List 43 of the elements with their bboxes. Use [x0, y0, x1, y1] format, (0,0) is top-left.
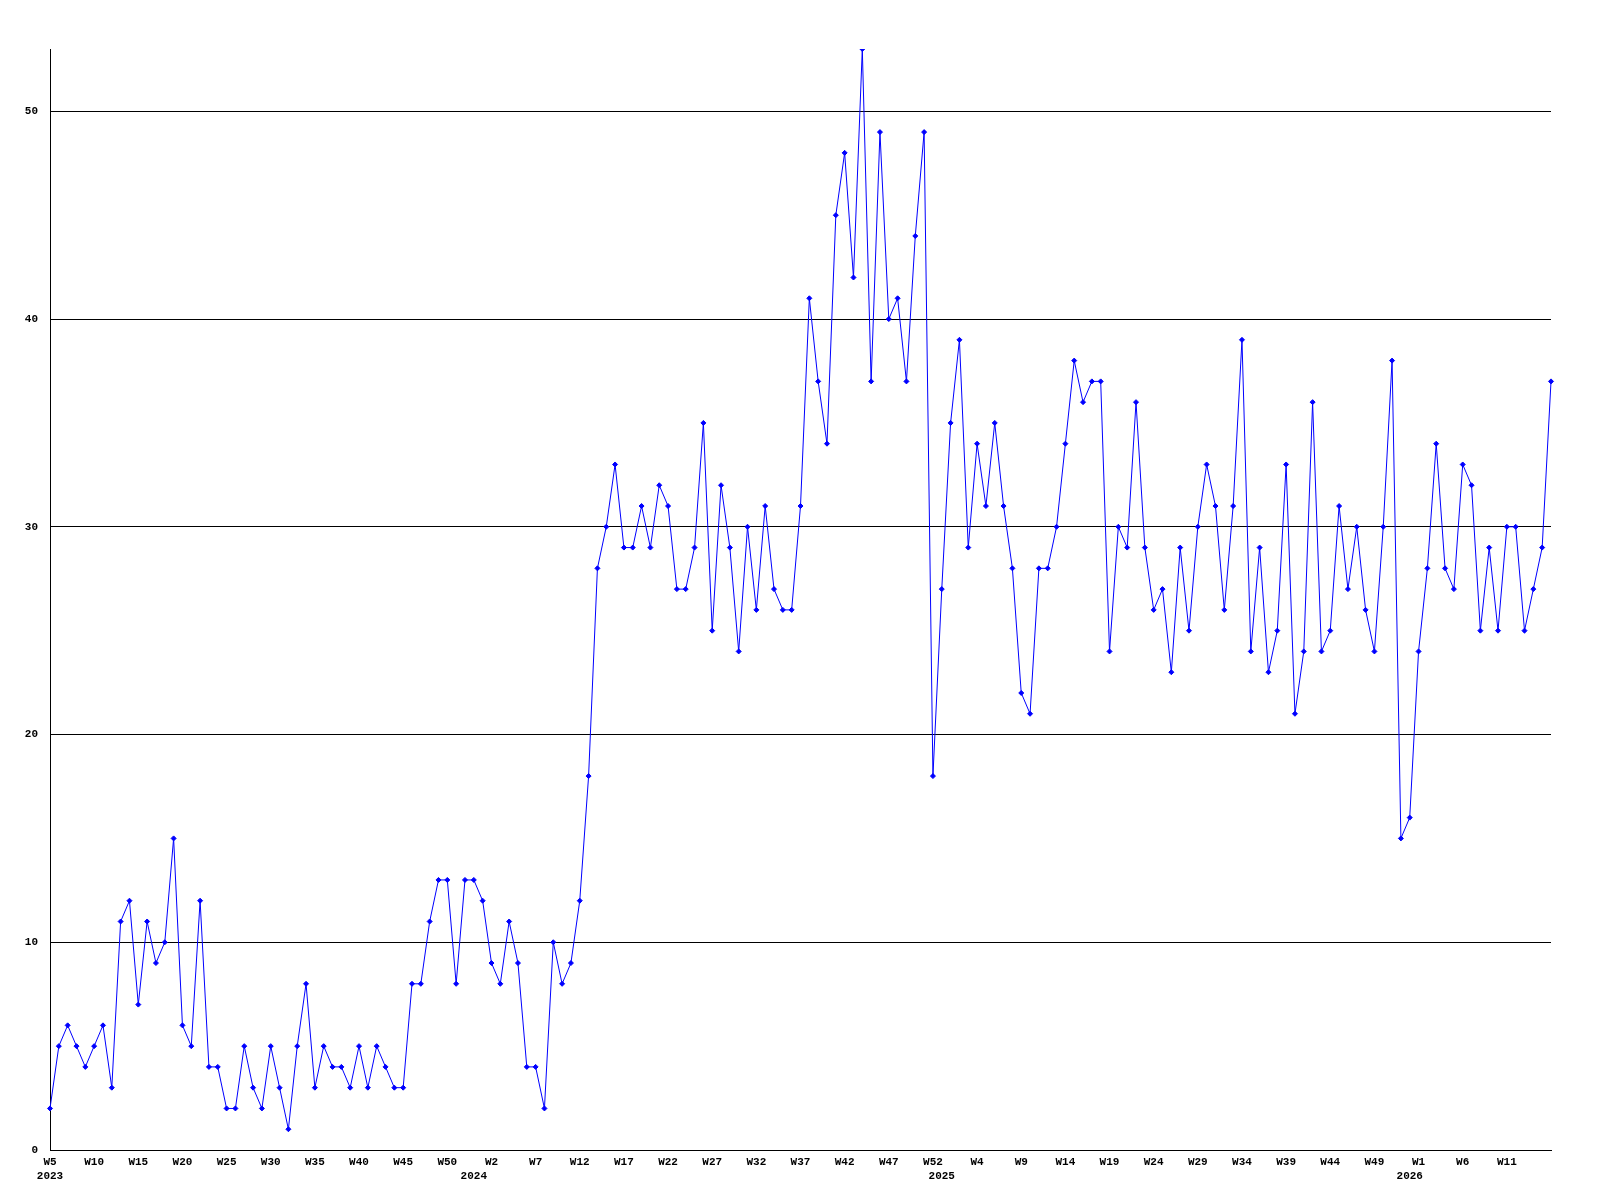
x-tick-label: W7	[529, 1156, 543, 1169]
x-tick-label: W14	[1055, 1156, 1076, 1169]
x-tick-label: W50	[437, 1156, 458, 1169]
x-tick-label: W5 2023	[36, 1156, 64, 1182]
x-tick-label: W15	[128, 1156, 149, 1169]
x-tick-label: W2	[484, 1156, 499, 1169]
x-tick-label: W20	[172, 1156, 193, 1169]
x-tick-label: W19	[1099, 1156, 1120, 1169]
x-tick-label: W40	[349, 1156, 369, 1169]
x-tick-label: W34	[1232, 1156, 1253, 1169]
x-tick-label: W22	[658, 1156, 678, 1169]
y-tick-label: 40	[24, 312, 38, 325]
x-tick-label: 2026	[1396, 1169, 1423, 1182]
x-tick-label: W29	[1187, 1156, 1208, 1169]
x-tick-label: W12	[569, 1156, 590, 1169]
x-tick-label: W39	[1276, 1156, 1297, 1169]
x-tick-label: W10	[84, 1156, 105, 1169]
x-tick-label: W24	[1143, 1156, 1164, 1169]
x-tick-label: W6	[1456, 1156, 1470, 1169]
x-tick-label: 2024	[460, 1169, 488, 1182]
x-tick-label: W32	[746, 1156, 767, 1169]
x-tick-label: W27	[702, 1156, 723, 1169]
y-tick-label: 20	[24, 728, 38, 741]
x-tick-label: W11	[1496, 1156, 1518, 1169]
x-tick-label: W30	[260, 1156, 281, 1169]
x-tick-label: W52	[923, 1156, 943, 1169]
x-tick-label: W25	[216, 1156, 237, 1169]
x-tick-label: W42	[834, 1156, 855, 1169]
x-tick-label: W37	[790, 1156, 811, 1169]
x-tick-label: W47	[878, 1156, 899, 1169]
y-tick-label: 0	[31, 1143, 38, 1156]
x-tick-label: W45	[393, 1156, 414, 1169]
x-tick-label: W44	[1320, 1156, 1341, 1169]
x-tick-label: W17	[614, 1156, 634, 1169]
y-tick-label: 10	[24, 936, 38, 949]
y-tick-label: 50	[24, 105, 38, 118]
x-tick-label: W49	[1364, 1156, 1385, 1169]
x-tick-label: W1	[1411, 1156, 1426, 1169]
y-tick-label: 30	[24, 520, 38, 533]
x-tick-label: W4	[970, 1156, 985, 1169]
x-tick-label: W35	[304, 1156, 326, 1169]
x-tick-label: 2025	[928, 1169, 956, 1182]
x-tick-label: W9	[1014, 1156, 1028, 1169]
